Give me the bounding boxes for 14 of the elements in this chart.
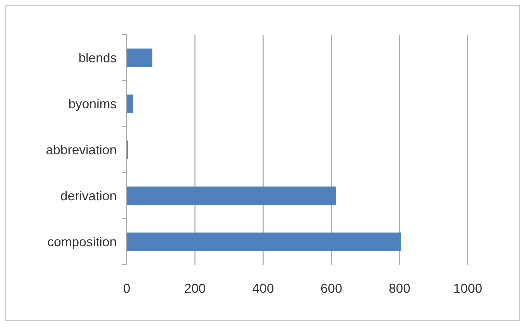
y-tick-label: composition	[48, 234, 117, 250]
x-tick-label: 200	[184, 281, 206, 296]
x-tick-label: 0	[123, 281, 131, 296]
y-tick-label: byonims	[68, 96, 118, 112]
x-tick-label: 1000	[454, 281, 482, 296]
bar	[127, 186, 336, 206]
y-tick-label: blends	[78, 50, 118, 66]
x-tick-label: 400	[252, 281, 274, 296]
y-tick-label: derivation	[60, 188, 117, 204]
bar	[127, 48, 153, 68]
bar	[127, 232, 402, 252]
x-tick-label: 800	[388, 281, 411, 296]
y-tick-label: abbreviation	[46, 142, 117, 158]
x-tick-label: 600	[320, 281, 342, 296]
